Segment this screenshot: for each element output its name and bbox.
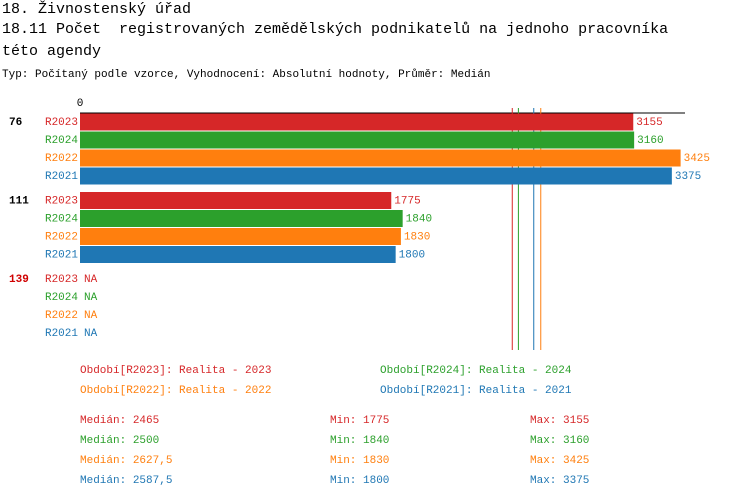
- value-label: 1840: [406, 213, 432, 225]
- series-label: R2023: [45, 195, 78, 207]
- stat-value: 1775: [363, 415, 389, 427]
- category-label: 76: [9, 117, 22, 129]
- stat-label: Max:: [530, 415, 556, 427]
- title-box: 18.11 Počet registrovaných zemědělských …: [2, 21, 687, 60]
- bar: [80, 149, 681, 167]
- stat-value: 2500: [133, 435, 159, 447]
- bar: [80, 131, 635, 149]
- series-label: R2021: [45, 171, 78, 183]
- category-label: 111: [9, 195, 29, 207]
- stat-value: 2465: [133, 415, 159, 427]
- series-label: R2021: [45, 249, 78, 261]
- value-label: NA: [84, 310, 98, 322]
- bar: [80, 192, 392, 209]
- bar: [80, 167, 672, 185]
- bar: [80, 228, 401, 245]
- series-label: R2022: [45, 310, 78, 322]
- value-label: 3160: [637, 135, 663, 147]
- value-label: NA: [84, 328, 98, 340]
- stat-label: Max:: [530, 475, 556, 487]
- stat-value: 1800: [363, 475, 389, 487]
- legend-entry: Období[R2024]: Realita - 2024: [380, 365, 572, 377]
- value-label: 1800: [399, 249, 425, 261]
- stat-label: Medián:: [80, 415, 126, 427]
- stat-label: Medián:: [80, 475, 126, 487]
- series-label: R2022: [45, 153, 78, 165]
- stat-label: Min:: [330, 415, 356, 427]
- value-label: 3375: [675, 171, 701, 183]
- chart-title: 18.11 Počet registrovaných zemědělských …: [2, 21, 687, 60]
- value-label: NA: [84, 292, 98, 304]
- series-label: R2021: [45, 328, 78, 340]
- header-line: 18. Živnostenský úřad: [2, 0, 191, 18]
- bar: [80, 246, 396, 263]
- stat-label: Min:: [330, 475, 356, 487]
- stat-label: Min:: [330, 435, 356, 447]
- legend-entry: Období[R2021]: Realita - 2021: [380, 385, 572, 397]
- stat-value: 2627,5: [133, 455, 173, 467]
- value-label: 3425: [684, 153, 710, 165]
- series-label: R2024: [45, 213, 78, 225]
- bar: [80, 113, 634, 131]
- stat-value: 2587,5: [133, 475, 173, 487]
- value-label: 1775: [394, 195, 420, 207]
- value-label: NA: [84, 274, 98, 286]
- legend-entry: Období[R2022]: Realita - 2022: [80, 385, 271, 397]
- stat-label: Medián:: [80, 435, 126, 447]
- stat-label: Min:: [330, 455, 356, 467]
- stat-value: 3155: [563, 415, 589, 427]
- stat-value: 3425: [563, 455, 589, 467]
- stat-value: 3375: [563, 475, 589, 487]
- series-label: R2023: [45, 117, 78, 129]
- stat-value: 1840: [363, 435, 389, 447]
- series-label: R2024: [45, 135, 78, 147]
- subtitle: Typ: Počítaný podle vzorce, Vyhodnocení:…: [2, 68, 490, 81]
- series-label: R2023: [45, 274, 78, 286]
- x-tick-label: 0: [77, 98, 84, 110]
- legend-entry: Období[R2023]: Realita - 2023: [80, 365, 271, 377]
- series-label: R2022: [45, 231, 78, 243]
- stat-label: Max:: [530, 455, 556, 467]
- series-label: R2024: [45, 292, 78, 304]
- bar: [80, 210, 403, 227]
- stat-label: Medián:: [80, 455, 126, 467]
- stat-value: 1830: [363, 455, 389, 467]
- stat-label: Max:: [530, 435, 556, 447]
- value-label: 3155: [636, 117, 662, 129]
- stat-value: 3160: [563, 435, 589, 447]
- category-label: 139: [9, 274, 29, 286]
- value-label: 1830: [404, 231, 430, 243]
